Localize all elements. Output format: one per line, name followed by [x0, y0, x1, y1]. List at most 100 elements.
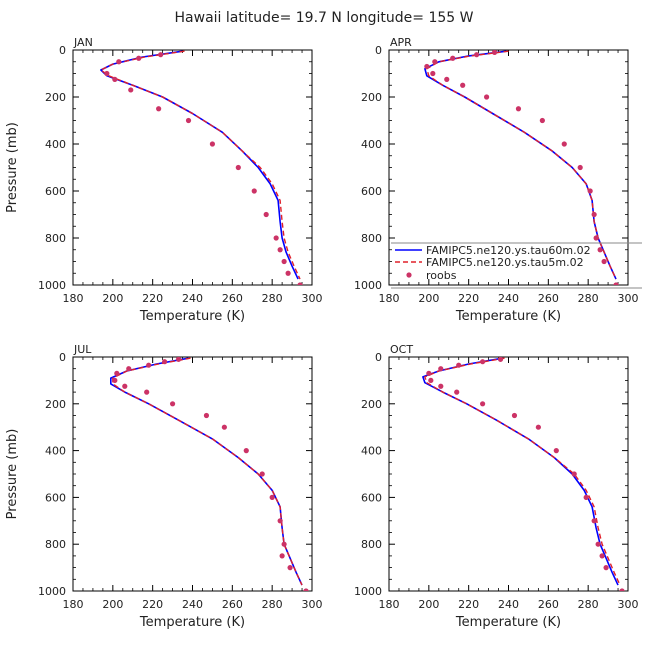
roobs-point: [474, 52, 480, 58]
roobs-point: [597, 247, 603, 253]
roobs-point: [273, 235, 279, 241]
roobs-point: [128, 87, 134, 93]
roobs-point: [259, 471, 265, 477]
legend-swatch-roobs: [406, 272, 412, 278]
roobs-point: [114, 370, 120, 376]
x-tick-label: 200: [102, 292, 123, 305]
roobs-point: [553, 448, 559, 454]
y-tick-label: 800: [361, 538, 382, 551]
roobs-point: [146, 362, 152, 368]
x-axis-label: Temperature (K): [139, 615, 245, 630]
plot-frame: [72, 356, 313, 592]
roobs-point: [591, 211, 597, 218]
roobs-point: [424, 63, 430, 70]
y-tick-label: 400: [361, 138, 382, 151]
roobs-point: [277, 518, 283, 524]
roobs-point: [162, 359, 168, 365]
roobs-point: [104, 70, 110, 77]
y-tick-label: 1000: [38, 585, 66, 598]
x-tick-label: 180: [63, 292, 84, 305]
series-line-tau5m: [424, 357, 621, 586]
y-tick-label: 0: [59, 351, 66, 364]
series-group: [424, 50, 619, 285]
x-tick-label: 260: [222, 292, 243, 305]
legend-entry: FAMIPC5.ne120.ys.tau60m.02: [426, 244, 591, 257]
x-tick-label: 260: [222, 598, 243, 611]
x-tick-label: 280: [578, 598, 599, 611]
roobs-point: [175, 357, 182, 362]
x-tick-label: 280: [262, 598, 283, 611]
roobs-point: [571, 471, 577, 477]
roobs-point: [430, 70, 436, 77]
roobs-point: [285, 270, 291, 276]
roobs-point: [169, 401, 176, 407]
roobs-point: [583, 494, 589, 500]
x-tick-label: 180: [63, 598, 84, 611]
roobs-point: [515, 106, 522, 112]
x-tick-label: 300: [618, 292, 639, 305]
panel-apr: 180 200 220 240 260 280 300 0 200 400 600 800 1000 AP…: [354, 36, 639, 324]
y-tick-label: 0: [59, 44, 66, 57]
series-group: [422, 357, 625, 591]
y-tick-label: 200: [361, 398, 382, 411]
y-axis-label: Pressure (mb): [5, 122, 20, 213]
x-tick-label: 260: [538, 292, 559, 305]
x-axis-label: Temperature (K): [139, 309, 245, 324]
roobs-point: [112, 377, 118, 383]
series-group: [110, 357, 309, 591]
roobs-point: [561, 141, 567, 147]
x-tick-label: 240: [182, 598, 203, 611]
y-tick-label: 400: [45, 138, 66, 151]
y-tick-label: 600: [361, 491, 382, 504]
roobs-point: [428, 377, 434, 383]
roobs-point: [185, 117, 192, 124]
x-tick-label: 300: [618, 598, 639, 611]
roobs-point: [450, 55, 456, 61]
x-tick-label: 180: [379, 292, 400, 305]
y-tick-label: 600: [45, 491, 66, 504]
roobs-point: [158, 52, 164, 58]
roobs-point: [460, 82, 466, 88]
panel-jan: 180 200 220 240 260 280 300 0 200 400 600 800 1000 JA…: [5, 36, 323, 324]
legend-entry: roobs: [426, 269, 457, 282]
roobs-point: [599, 553, 605, 559]
legend-entry: FAMIPC5.ne120.ys.tau5m.02: [426, 256, 584, 269]
y-tick-label: 200: [45, 91, 66, 104]
x-tick-label: 300: [302, 598, 323, 611]
y-tick-label: 200: [361, 91, 382, 104]
y-tick-label: 1000: [354, 279, 382, 292]
roobs-point: [243, 448, 249, 454]
roobs-point: [480, 359, 486, 365]
x-tick-label: 200: [102, 598, 123, 611]
x-tick-label: 280: [262, 292, 283, 305]
roobs-point: [156, 106, 162, 112]
x-tick-label: 240: [182, 292, 203, 305]
x-tick-label: 200: [418, 598, 439, 611]
y-tick-label: 600: [45, 185, 66, 198]
panel-label: JUL: [73, 343, 92, 356]
roobs-point: [209, 141, 216, 147]
x-tick-label: 220: [458, 292, 479, 305]
plot-frame: [388, 356, 629, 592]
y-tick-label: 800: [45, 232, 66, 245]
series-group: [100, 50, 303, 285]
roobs-point: [587, 188, 593, 194]
roobs-point: [136, 55, 142, 61]
roobs-point: [613, 282, 619, 285]
y-tick-label: 200: [45, 398, 66, 411]
roobs-point: [122, 383, 128, 389]
roobs-point: [603, 565, 609, 571]
legend: FAMIPC5.ne120.ys.tau60m.02FAMIPC5.ne120.…: [391, 242, 642, 289]
y-tick-label: 800: [361, 232, 382, 245]
series-line-tau60m: [110, 357, 303, 586]
roobs-point: [491, 50, 498, 55]
roobs-point: [126, 366, 132, 372]
x-axis-label: Temperature (K): [455, 309, 561, 324]
y-tick-label: 1000: [38, 279, 66, 292]
series-line-tau5m: [112, 357, 303, 586]
x-tick-label: 220: [142, 598, 163, 611]
roobs-point: [497, 357, 504, 362]
x-tick-label: 260: [538, 598, 559, 611]
y-tick-label: 400: [361, 445, 382, 458]
